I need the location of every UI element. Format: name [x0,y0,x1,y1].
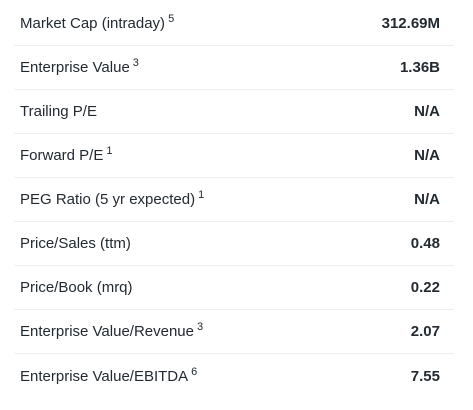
stat-label: Price/Sales (ttm) [20,235,131,252]
footnote-marker: 1 [198,189,205,201]
footnote-marker: 6 [191,365,198,378]
stat-row-ev-ebitda: Enterprise Value/EBITDA 6 7.55 [14,354,454,398]
stat-row-forward-pe: Forward P/E 1 N/A [14,134,454,178]
stat-row-peg-ratio: PEG Ratio (5 yr expected) 1 N/A [14,178,454,222]
stat-label-text: Price/Sales (ttm) [20,235,131,252]
stat-label-text: Enterprise Value/Revenue [20,323,194,340]
stat-value: 7.55 [410,367,440,385]
footnote-marker: 3 [132,57,139,69]
stat-label: Forward P/E 1 [20,145,113,165]
stat-value: 0.48 [410,235,440,252]
stat-value: 2.07 [410,323,440,340]
stat-row-price-book: Price/Book (mrq) 0.22 [14,266,454,310]
stat-row-enterprise-value: Enterprise Value 3 1.36B [14,46,454,90]
stat-label: PEG Ratio (5 yr expected) 1 [20,189,205,209]
stat-value: N/A [414,147,440,164]
stat-row-trailing-pe: Trailing P/E N/A [14,90,454,134]
footnote-marker: 1 [106,145,113,157]
stat-value: N/A [414,103,440,120]
stat-label-text: Forward P/E [20,147,104,164]
footnote-marker: 3 [197,321,204,333]
stat-label-text: Market Cap (intraday) [20,15,166,32]
stat-label: Enterprise Value/Revenue 3 [20,321,204,341]
stat-value: 312.69M [381,15,440,32]
footnote-marker: 5 [168,13,175,25]
stat-row-ev-revenue: Enterprise Value/Revenue 3 2.07 [14,310,454,354]
stat-value: 0.22 [410,279,440,296]
stat-label-text: Enterprise Value/EBITDA [20,367,189,385]
stat-label: Enterprise Value 3 [20,57,139,77]
valuation-measures-table: Market Cap (intraday) 5 312.69M Enterpris… [14,2,454,398]
stat-label-text: Price/Book (mrq) [20,279,133,296]
stat-label-text: Enterprise Value [20,59,130,76]
stat-value: 1.36B [399,59,440,76]
stat-label-text: Trailing P/E [20,103,97,120]
stat-value: N/A [414,191,440,208]
stat-row-price-sales: Price/Sales (ttm) 0.48 [14,222,454,266]
stat-row-market-cap: Market Cap (intraday) 5 312.69M [14,2,454,46]
stat-label: Enterprise Value/EBITDA 6 [20,365,198,385]
stat-label: Trailing P/E [20,103,97,120]
stat-label-text: PEG Ratio (5 yr expected) [20,191,196,208]
stat-label: Market Cap (intraday) 5 [20,13,175,33]
stat-label: Price/Book (mrq) [20,279,133,296]
